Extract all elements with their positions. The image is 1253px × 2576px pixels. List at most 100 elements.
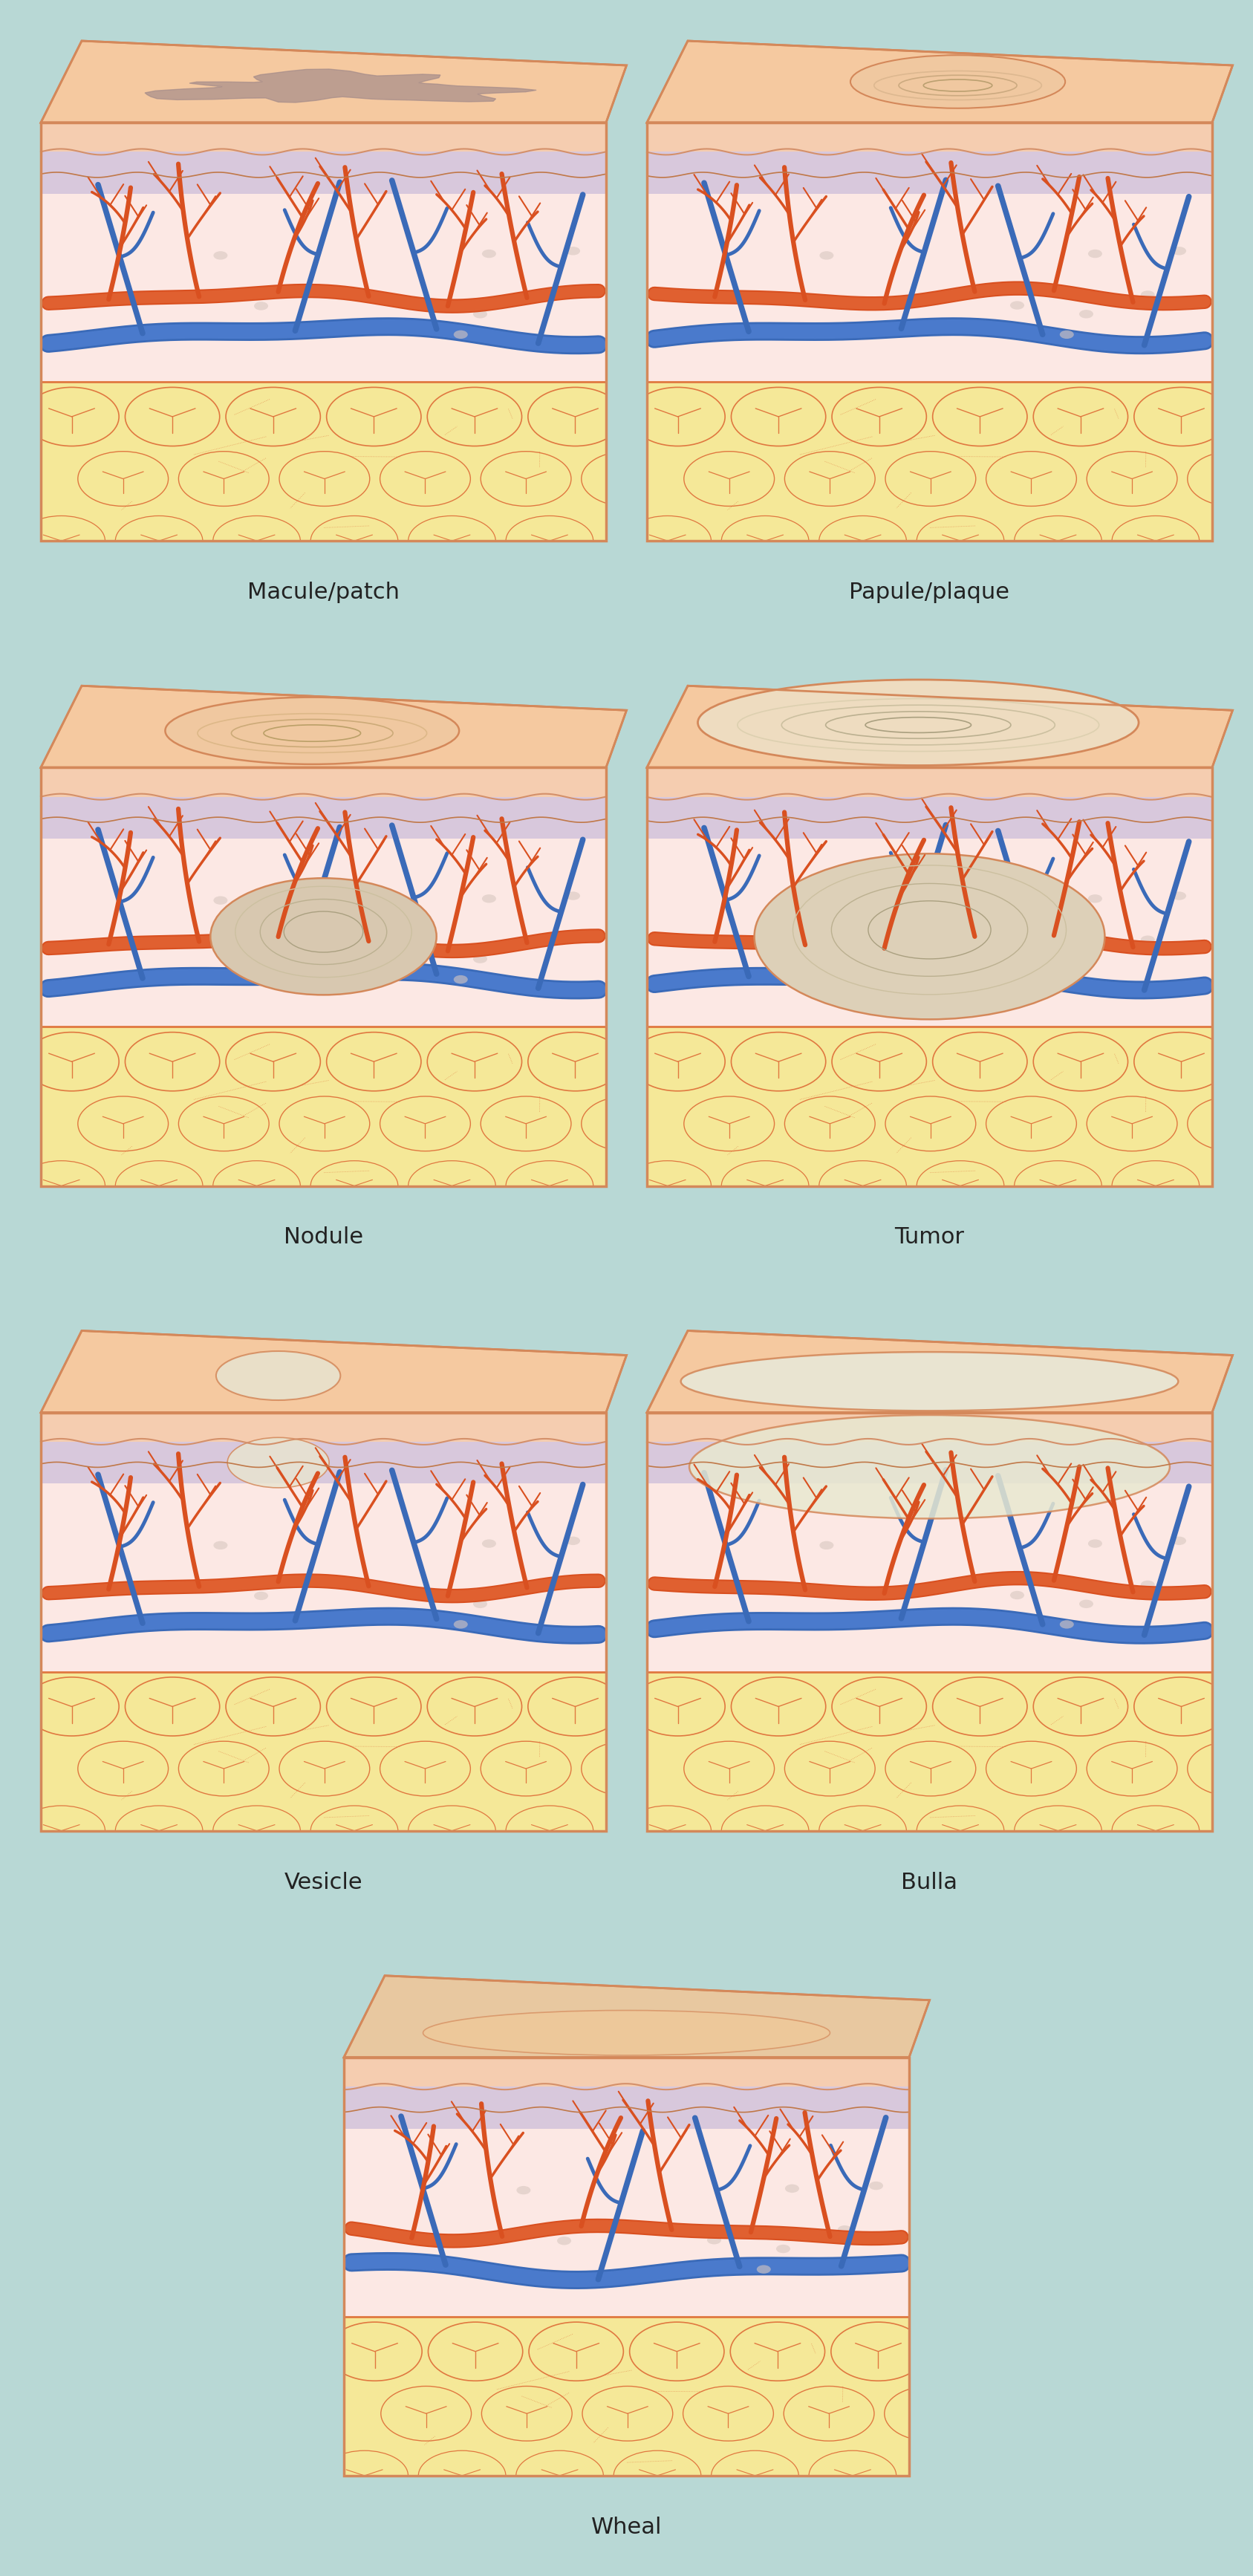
Ellipse shape — [18, 1162, 105, 1211]
Ellipse shape — [712, 2450, 798, 2501]
Ellipse shape — [482, 894, 496, 902]
Ellipse shape — [819, 1162, 906, 1211]
Ellipse shape — [115, 1806, 203, 1855]
Ellipse shape — [732, 1677, 826, 1736]
Ellipse shape — [506, 1806, 593, 1855]
Ellipse shape — [516, 2187, 530, 2195]
Ellipse shape — [226, 386, 321, 446]
Ellipse shape — [1172, 891, 1187, 899]
Ellipse shape — [819, 1540, 833, 1551]
Ellipse shape — [986, 451, 1076, 505]
Ellipse shape — [327, 1677, 421, 1736]
Ellipse shape — [213, 1540, 228, 1551]
Ellipse shape — [482, 250, 496, 258]
Ellipse shape — [566, 1535, 580, 1546]
Ellipse shape — [757, 2264, 771, 2275]
Ellipse shape — [707, 2236, 722, 2244]
Polygon shape — [647, 840, 1212, 1028]
Ellipse shape — [311, 1162, 398, 1211]
Polygon shape — [41, 685, 626, 768]
Ellipse shape — [380, 1097, 470, 1151]
Ellipse shape — [311, 1806, 398, 1855]
Polygon shape — [647, 1672, 1212, 1832]
Ellipse shape — [213, 1162, 301, 1211]
Polygon shape — [647, 1332, 1233, 1412]
Ellipse shape — [535, 291, 549, 299]
Ellipse shape — [427, 1677, 521, 1736]
Ellipse shape — [1086, 1741, 1178, 1795]
Polygon shape — [41, 796, 606, 840]
Ellipse shape — [730, 2321, 824, 2380]
Ellipse shape — [528, 1677, 623, 1736]
Ellipse shape — [684, 1097, 774, 1151]
Ellipse shape — [454, 976, 467, 984]
Ellipse shape — [213, 1806, 301, 1855]
Ellipse shape — [381, 2385, 471, 2442]
Polygon shape — [647, 1443, 1212, 1484]
Ellipse shape — [254, 1592, 268, 1600]
Polygon shape — [343, 2128, 910, 2316]
Ellipse shape — [1079, 956, 1094, 963]
Ellipse shape — [1134, 1677, 1229, 1736]
Ellipse shape — [408, 1162, 496, 1211]
Ellipse shape — [1140, 1582, 1155, 1589]
Ellipse shape — [380, 1741, 470, 1795]
Ellipse shape — [1088, 250, 1103, 258]
Ellipse shape — [213, 896, 228, 904]
Ellipse shape — [581, 1741, 672, 1795]
Ellipse shape — [403, 301, 419, 309]
Ellipse shape — [1079, 1600, 1094, 1607]
Ellipse shape — [566, 891, 580, 899]
Ellipse shape — [535, 935, 549, 943]
Polygon shape — [647, 768, 1212, 796]
Polygon shape — [647, 796, 1212, 840]
Ellipse shape — [18, 515, 105, 567]
Ellipse shape — [630, 386, 725, 446]
Polygon shape — [343, 2058, 910, 2087]
Ellipse shape — [506, 515, 593, 567]
Polygon shape — [647, 381, 1212, 541]
Polygon shape — [343, 2316, 910, 2476]
Polygon shape — [41, 1412, 606, 1443]
Polygon shape — [647, 1484, 1212, 1672]
Ellipse shape — [581, 451, 672, 505]
Ellipse shape — [529, 2321, 624, 2380]
Ellipse shape — [1188, 1741, 1253, 1795]
Polygon shape — [41, 1443, 606, 1484]
Polygon shape — [647, 41, 1233, 124]
Ellipse shape — [614, 2450, 700, 2501]
Ellipse shape — [698, 680, 1139, 765]
Polygon shape — [647, 1028, 1212, 1185]
Ellipse shape — [429, 2321, 523, 2380]
Ellipse shape — [380, 451, 470, 505]
Ellipse shape — [1140, 291, 1155, 299]
Ellipse shape — [683, 2385, 773, 2442]
Text: Macule/patch: Macule/patch — [247, 582, 400, 603]
Ellipse shape — [115, 515, 203, 567]
Ellipse shape — [1086, 1097, 1178, 1151]
Ellipse shape — [722, 515, 808, 567]
Ellipse shape — [419, 2450, 506, 2501]
Ellipse shape — [506, 1162, 593, 1211]
Ellipse shape — [784, 1097, 875, 1151]
Ellipse shape — [1188, 1097, 1253, 1151]
Ellipse shape — [684, 451, 774, 505]
Ellipse shape — [115, 1162, 203, 1211]
Ellipse shape — [327, 2321, 422, 2380]
Ellipse shape — [1134, 1033, 1229, 1092]
Polygon shape — [41, 840, 606, 1028]
Ellipse shape — [832, 386, 926, 446]
Ellipse shape — [1188, 451, 1253, 505]
Ellipse shape — [481, 2385, 573, 2442]
Ellipse shape — [784, 1741, 875, 1795]
Ellipse shape — [254, 945, 268, 956]
Ellipse shape — [125, 1677, 219, 1736]
Ellipse shape — [1079, 309, 1094, 319]
Polygon shape — [647, 124, 1212, 152]
Polygon shape — [647, 685, 1233, 768]
Polygon shape — [343, 1976, 930, 2058]
Ellipse shape — [1060, 330, 1074, 340]
Ellipse shape — [454, 330, 467, 340]
Ellipse shape — [1010, 1592, 1024, 1600]
Ellipse shape — [226, 1033, 321, 1092]
